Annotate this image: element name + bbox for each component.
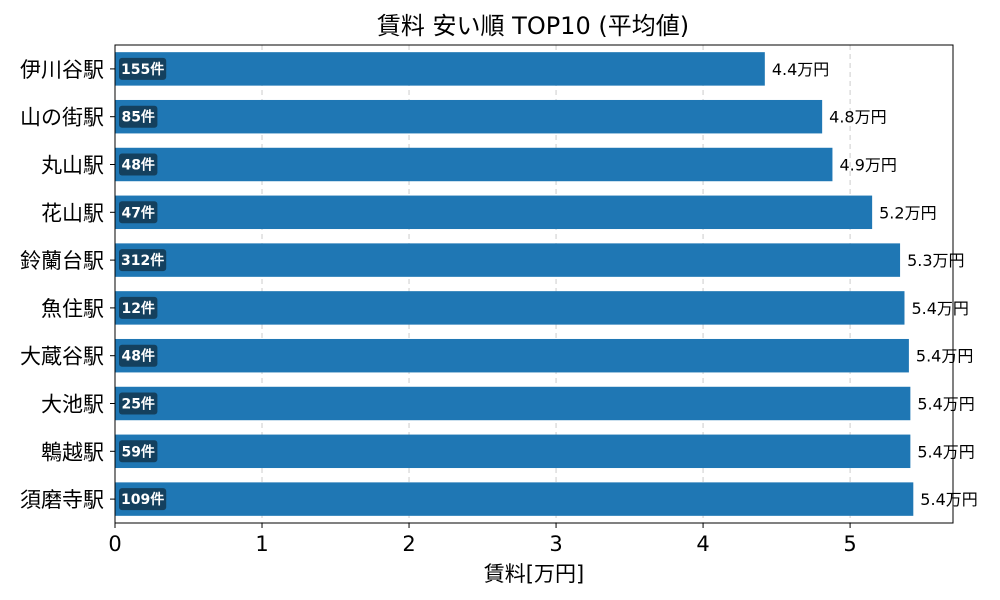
- count-label: 48件: [121, 157, 154, 174]
- x-tick-label: 1: [255, 532, 268, 556]
- value-label: 5.4万円: [917, 395, 974, 414]
- category-label: 大池駅: [41, 393, 104, 417]
- count-badge: [119, 249, 167, 272]
- ticks-layer: 0 1 2 3 4 5 伊川谷駅山の街駅丸山駅花山駅鈴蘭台駅魚住駅大蔵谷駅大池駅鵯越駅須磨寺…: [20, 58, 857, 556]
- count-label: 59件: [121, 443, 154, 460]
- x-tick-label: 4: [696, 532, 709, 556]
- value-label: 4.9万円: [839, 156, 896, 175]
- bar: [115, 147, 833, 182]
- count-label: 155件: [121, 61, 164, 78]
- count-badge: [119, 392, 158, 415]
- x-tick-label: 5: [843, 532, 856, 556]
- value-label: 4.4万円: [772, 60, 829, 79]
- count-label: 109件: [121, 491, 164, 508]
- bar: [115, 386, 911, 421]
- x-tick-label: 0: [108, 532, 121, 556]
- bar: [115, 482, 914, 516]
- value-label: 4.8万円: [829, 108, 886, 127]
- count-badge: [119, 201, 158, 224]
- count-badge: [119, 105, 158, 128]
- count-badge: [119, 344, 158, 367]
- category-label: 鵯越駅: [41, 440, 104, 464]
- value-label: 5.3万円: [907, 251, 964, 270]
- count-label: 25件: [121, 396, 154, 413]
- bar: [115, 291, 905, 325]
- bar: [115, 434, 911, 469]
- plot-frame: [114, 44, 954, 524]
- count-label: 312件: [121, 252, 164, 269]
- category-label: 伊川谷駅: [20, 58, 104, 82]
- category-label: 鈴蘭台駅: [20, 249, 104, 273]
- category-label: 須磨寺駅: [20, 488, 104, 512]
- bar: [115, 99, 823, 134]
- bar: [115, 243, 901, 277]
- count-badge: [119, 57, 167, 80]
- bar: [115, 52, 765, 86]
- count-label: 48件: [121, 348, 154, 365]
- category-label: 魚住駅: [41, 297, 104, 321]
- x-axis-label: 賃料[万円]: [484, 562, 584, 586]
- category-label: 大蔵谷駅: [20, 345, 104, 369]
- count-label: 47件: [121, 204, 154, 221]
- value-label: 5.4万円: [917, 442, 974, 461]
- bar: [115, 195, 873, 230]
- value-label: 5.4万円: [911, 299, 968, 318]
- x-tick-label: 3: [549, 532, 562, 556]
- count-badge: [119, 153, 158, 176]
- value-label: 5.4万円: [920, 490, 977, 509]
- count-badge: [119, 296, 158, 319]
- chart-title: 賃料 安い順 TOP10 (平均値): [377, 12, 689, 40]
- bar: [115, 338, 909, 373]
- count-badge: [119, 488, 167, 511]
- category-label: 丸山駅: [41, 154, 104, 178]
- x-tick-label: 2: [402, 532, 415, 556]
- count-label: 85件: [121, 109, 154, 126]
- count-label: 12件: [121, 300, 154, 317]
- value-label: 5.4万円: [916, 347, 973, 366]
- bars-layer: 4.4万円 155件 4.8万円 85件 4.9万円 48件 5.2万円 47件 5.3万円 31…: [115, 52, 978, 516]
- count-badge: [119, 440, 158, 463]
- category-label: 山の街駅: [20, 106, 104, 130]
- category-label: 花山駅: [41, 201, 104, 225]
- value-label: 5.2万円: [879, 203, 936, 222]
